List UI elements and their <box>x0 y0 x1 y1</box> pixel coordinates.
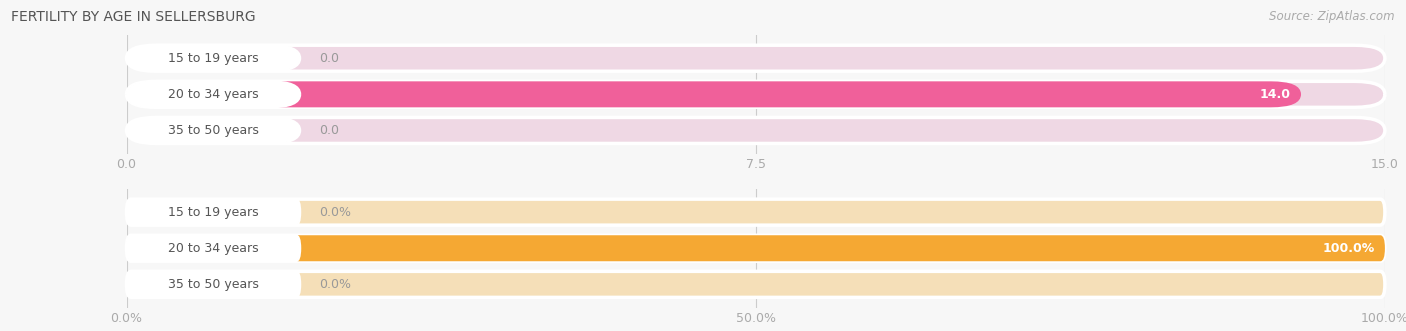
Text: 0.0: 0.0 <box>319 52 339 65</box>
Text: FERTILITY BY AGE IN SELLERSBURG: FERTILITY BY AGE IN SELLERSBURG <box>11 10 256 24</box>
FancyBboxPatch shape <box>127 45 301 71</box>
Text: 20 to 34 years: 20 to 34 years <box>169 242 259 255</box>
Text: 0.0%: 0.0% <box>319 278 352 291</box>
FancyBboxPatch shape <box>127 45 1385 71</box>
FancyBboxPatch shape <box>127 199 1385 225</box>
Text: 35 to 50 years: 35 to 50 years <box>167 124 259 137</box>
FancyBboxPatch shape <box>127 235 1385 261</box>
FancyBboxPatch shape <box>127 81 1385 107</box>
Text: 35 to 50 years: 35 to 50 years <box>167 278 259 291</box>
FancyBboxPatch shape <box>127 81 1301 107</box>
FancyBboxPatch shape <box>127 118 301 143</box>
FancyBboxPatch shape <box>127 271 301 297</box>
FancyBboxPatch shape <box>127 271 1385 297</box>
Text: 100.0%: 100.0% <box>1323 242 1375 255</box>
FancyBboxPatch shape <box>127 235 1385 261</box>
Text: 20 to 34 years: 20 to 34 years <box>169 88 259 101</box>
Text: 0.0%: 0.0% <box>319 206 352 219</box>
FancyBboxPatch shape <box>127 118 1385 143</box>
FancyBboxPatch shape <box>127 235 301 261</box>
FancyBboxPatch shape <box>127 81 301 107</box>
Text: 15 to 19 years: 15 to 19 years <box>169 52 259 65</box>
Text: Source: ZipAtlas.com: Source: ZipAtlas.com <box>1270 10 1395 23</box>
Text: 15 to 19 years: 15 to 19 years <box>169 206 259 219</box>
FancyBboxPatch shape <box>127 199 301 225</box>
Text: 14.0: 14.0 <box>1260 88 1291 101</box>
Text: 0.0: 0.0 <box>319 124 339 137</box>
